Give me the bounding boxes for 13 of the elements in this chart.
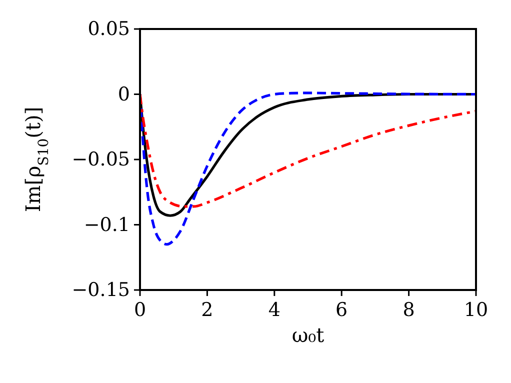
x-tick-label: 10 <box>464 299 488 321</box>
y-tick-label: 0.05 <box>88 18 130 40</box>
y-tick-label: 0 <box>118 83 130 106</box>
x-tick-label: 6 <box>336 299 348 321</box>
y-tick-label: −0.1 <box>84 214 130 236</box>
x-axis-title: ω₀t <box>292 323 324 347</box>
x-tick-label: 4 <box>268 299 280 321</box>
line-series <box>140 92 476 246</box>
x-tick-label: 0 <box>134 299 146 321</box>
y-tick-label: −0.05 <box>72 148 130 170</box>
y-tick-label: −0.15 <box>72 279 130 301</box>
x-tick-label: 8 <box>402 299 415 321</box>
x-tick-label: 2 <box>201 299 214 321</box>
